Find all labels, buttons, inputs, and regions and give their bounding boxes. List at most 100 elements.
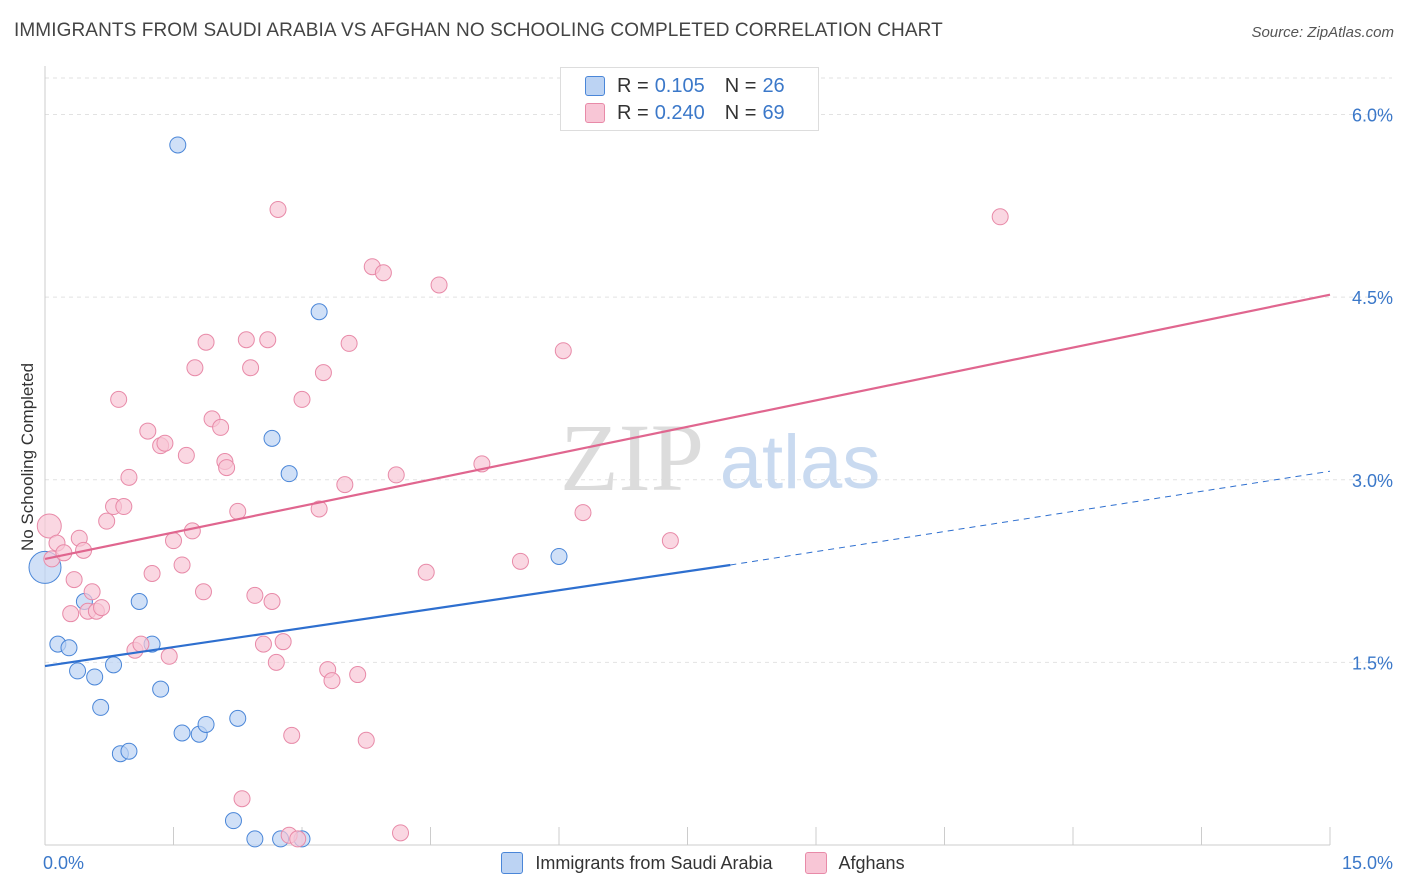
x-tick-label: 0.0% [43,853,84,873]
saudi-point [105,656,123,674]
saudi-point [69,662,87,680]
afghan-point [340,334,358,352]
afghan-point [65,571,83,589]
afghan-point [36,513,62,539]
afghan-point [283,726,301,744]
chart-title: IMMIGRANTS FROM SAUDI ARABIA VS AFGHAN N… [14,20,943,41]
legend-item-afghans[interactable]: Afghans [804,852,905,874]
afghan-point [143,565,161,583]
afghan-point [392,824,410,842]
afghan-point [293,390,311,408]
afghan-point [165,532,182,550]
saudi-point [224,812,242,830]
legend-n-value: 26 [762,74,785,97]
legend-item-saudi[interactable]: Immigrants from Saudi Arabia [501,852,773,874]
afghan-point [267,653,285,671]
saudi-point [197,715,215,733]
data-points [28,136,1009,848]
afghan-point [357,731,375,749]
afghan-point [661,532,679,550]
saudi-point [263,429,281,447]
legend-swatch-afghans [804,852,827,874]
saudi-point [550,547,568,565]
legend-r-value: 0.240 [654,101,705,124]
trend-lines [44,293,1331,668]
afghan-point [430,276,448,294]
legend-swatch-afghans [585,103,605,123]
legend-n-label: N = [724,101,757,124]
afghan-point [269,200,287,218]
saudi-point [120,742,138,760]
afghan-point [233,790,251,808]
legend-r-label: R = [617,101,649,124]
afghan-point [93,599,111,617]
saudi-point [173,724,191,742]
afghan-point [574,504,592,522]
afghan-point [511,552,529,570]
saudi-trend-extension [730,470,1331,566]
afghan-point [374,264,392,282]
saudi-point [92,698,110,716]
afghan-point [98,512,116,530]
y-tick-label: 3.0% [1352,471,1393,491]
legend-n-value: 69 [762,101,785,124]
watermark-zip: ZIP [560,404,704,511]
afghan-point [62,605,80,623]
afghan-point [254,635,272,653]
afghan-point [83,583,101,601]
afghan-point [183,522,201,540]
afghan-point [336,476,354,494]
afghan-point [177,446,195,464]
y-tick-label: 1.5% [1352,653,1393,673]
afghan-point [991,208,1009,226]
afghan-point [387,466,405,484]
saudi-point [86,668,104,686]
legend-swatch-saudi [585,76,605,96]
afghan-point [289,830,307,848]
afghan-point [156,434,174,452]
legend-row-saudi: R = 0.105 N = 26 [585,74,785,98]
saudi-point [152,680,170,698]
afghan-point [259,331,277,349]
afghan-point [110,390,128,408]
saudi-point [280,465,298,483]
afghan-point [242,359,260,377]
afghan-point [173,556,191,574]
legend-label-saudi: Immigrants from Saudi Arabia [535,852,773,873]
afghan-point [218,459,236,477]
legend-r-label: R = [617,74,649,97]
afghan-point [139,422,157,440]
afghan-point [314,364,332,382]
source-label: Source: ZipAtlas.com [1251,24,1394,41]
afghan-point [212,418,230,436]
series-legend: Immigrants from Saudi Arabia Afghans [0,852,1406,874]
tick-labels: 1.5% 3.0% 4.5% 6.0% 0.0% 15.0% [43,106,1393,873]
afghan-point [417,563,435,581]
y-tick-label: 6.0% [1352,106,1393,126]
legend-label-afghans: Afghans [838,852,905,873]
legend-r-value: 0.105 [654,74,705,97]
afghan-point [349,666,367,684]
afghan-point [197,333,215,351]
afghan-point [186,359,204,377]
saudi-point [130,593,148,611]
afghan-point [237,331,255,349]
afghan-point [115,498,133,516]
legend-row-afghans: R = 0.240 N = 69 [585,101,785,125]
saudi-point [169,136,187,154]
saudi-point [310,303,328,321]
watermark-atlas: atlas [720,420,881,505]
legend-n-label: N = [724,74,757,97]
afghan-point [274,633,292,651]
afghan-point [160,647,178,665]
legend-swatch-saudi [501,852,524,874]
saudi-point [60,639,78,657]
saudi-trend-line [44,563,731,668]
afghan-point [310,500,328,518]
saudi-point [246,830,264,848]
afghan-point [323,672,341,690]
afghan-point [132,635,150,653]
afghan-point [263,593,281,611]
afghan-point [120,468,138,486]
afghan-point [194,583,212,601]
